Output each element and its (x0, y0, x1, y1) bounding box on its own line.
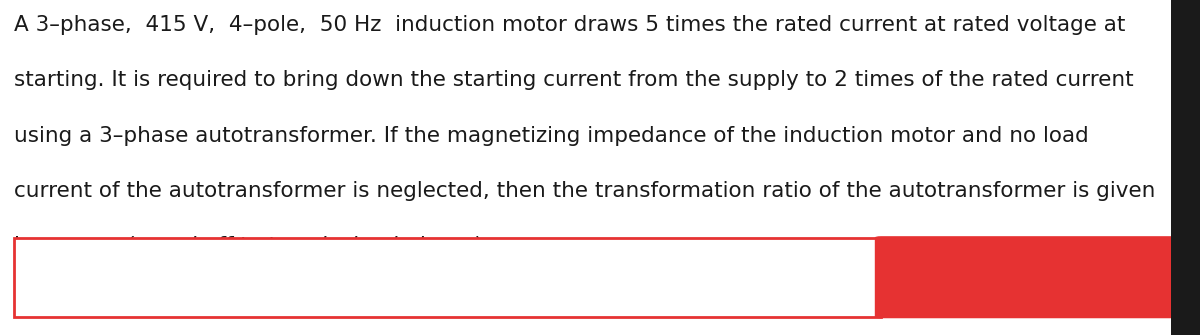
Text: A 3–phase,  415 V,  4–pole,  50 Hz  induction motor draws 5 times the rated curr: A 3–phase, 415 V, 4–pole, 50 Hz inductio… (14, 15, 1126, 35)
Text: Enter Your Answer...: Enter Your Answer... (32, 268, 221, 287)
Text: starting. It is required to bring down the starting current from the supply to 2: starting. It is required to bring down t… (14, 70, 1134, 90)
Text: Check: Check (989, 267, 1063, 287)
Text: using a 3–phase autotransformer. If the magnetizing impedance of the induction m: using a 3–phase autotransformer. If the … (14, 126, 1090, 146)
Text: current of the autotransformer is neglected, then the transformation ratio of th: current of the autotransformer is neglec… (14, 181, 1156, 201)
Text: (round off to two decimal places).: (round off to two decimal places). (125, 236, 490, 256)
Text: by ______.: by ______. (14, 236, 125, 257)
Text: by ______.: by ______. (14, 236, 125, 257)
